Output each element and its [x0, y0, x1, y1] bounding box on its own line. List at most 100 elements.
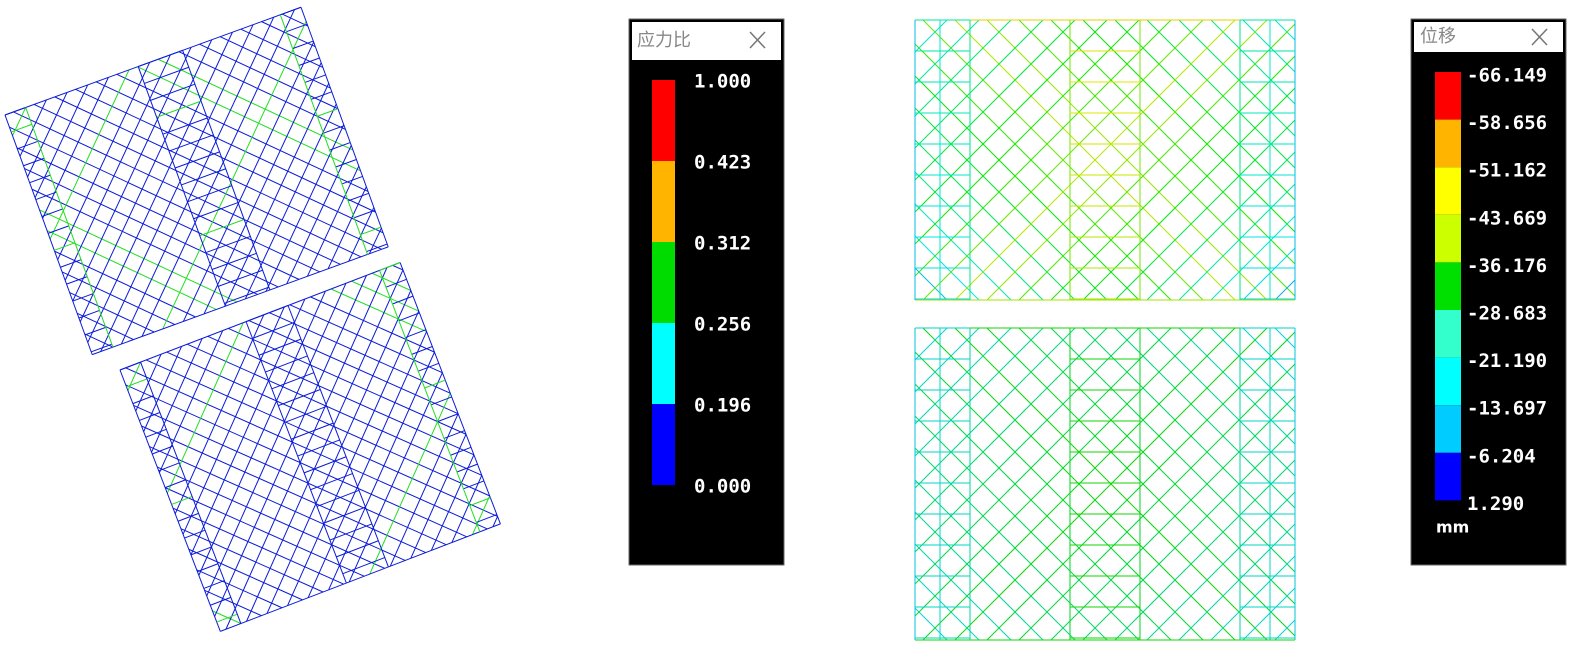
member: [451, 475, 483, 543]
member: [347, 192, 369, 202]
member: [47, 225, 69, 234]
member: [329, 523, 373, 541]
member: [914, 19, 1076, 181]
member: [1210, 327, 1296, 413]
member: [72, 293, 94, 302]
member: [914, 19, 948, 53]
member: [1242, 247, 1296, 301]
member: [1242, 327, 1296, 381]
color-bar: -66.149 -58.656 -51.162 -43.669 -36.176 -28.6…: [1435, 65, 1547, 515]
member: [914, 171, 1044, 301]
member: [137, 66, 226, 307]
close-button[interactable]: [749, 31, 766, 49]
member: [245, 305, 289, 323]
member: [392, 295, 414, 305]
member: [914, 383, 1172, 641]
member: [149, 446, 406, 561]
member: [17, 140, 39, 150]
member: [182, 50, 271, 291]
color-band: [652, 242, 675, 323]
member: [138, 49, 183, 67]
member: [392, 264, 404, 271]
member: [64, 54, 171, 281]
member: [492, 516, 499, 527]
member: [151, 338, 203, 453]
member: [145, 359, 498, 517]
wireframe: [914, 327, 1296, 641]
member: [323, 125, 345, 134]
member: [463, 480, 485, 490]
member: [174, 151, 220, 169]
color-band: [1435, 357, 1461, 406]
member: [1050, 19, 1296, 265]
member: [184, 529, 206, 539]
member: [177, 512, 199, 522]
member: [240, 28, 324, 68]
legend-label: -13.697: [1467, 398, 1547, 420]
member: [10, 123, 33, 133]
member: [1178, 183, 1296, 301]
member: [1114, 19, 1296, 201]
member: [187, 343, 482, 476]
member: [279, 14, 369, 255]
member: [1050, 55, 1296, 301]
member: [143, 346, 183, 432]
member: [193, 202, 239, 220]
legend-panel: [1410, 18, 1567, 566]
member: [1082, 87, 1296, 301]
member: [330, 288, 427, 333]
member: [914, 327, 1140, 553]
member: [354, 209, 376, 219]
member: [341, 175, 363, 185]
member: [205, 235, 251, 254]
member: [187, 185, 233, 203]
member: [914, 19, 1108, 213]
member: [336, 540, 379, 558]
legend-label: -43.669: [1467, 207, 1547, 229]
member: [1274, 327, 1296, 349]
member: [303, 456, 347, 474]
legend-label: -6.204: [1467, 445, 1536, 467]
legend-label: 1.000: [694, 71, 751, 93]
member: [476, 514, 498, 523]
member: [158, 330, 224, 473]
member: [210, 596, 232, 606]
member: [95, 81, 376, 213]
member: [261, 21, 316, 48]
member: [174, 314, 265, 514]
member: [31, 188, 258, 295]
member: [1210, 555, 1296, 641]
color-band: [1435, 405, 1461, 453]
member: [914, 575, 980, 641]
color-band: [1435, 262, 1461, 310]
member: [91, 343, 113, 353]
legend-label: -28.683: [1467, 303, 1547, 325]
member: [360, 226, 382, 236]
member: [120, 16, 275, 345]
member: [100, 24, 254, 352]
member: [914, 327, 1044, 457]
legend-label: 1.290: [1467, 493, 1524, 515]
member: [286, 23, 308, 33]
member: [914, 43, 1172, 301]
legend-label: -21.190: [1467, 350, 1547, 372]
member: [914, 267, 948, 301]
member: [418, 362, 439, 372]
member: [914, 327, 1204, 617]
wireframe: [119, 262, 501, 632]
member: [152, 445, 173, 455]
member: [389, 413, 459, 567]
member: [385, 278, 407, 288]
member: [72, 47, 192, 302]
member: [157, 466, 385, 569]
member: [914, 543, 1012, 641]
member: [54, 250, 196, 318]
legend-label: 0.000: [694, 476, 751, 498]
member: [430, 454, 475, 551]
member: [914, 351, 1204, 641]
member: [4, 107, 26, 116]
member: [986, 327, 1296, 637]
wireframe: [914, 19, 1296, 301]
member: [207, 335, 475, 456]
close-button[interactable]: [1531, 28, 1548, 46]
